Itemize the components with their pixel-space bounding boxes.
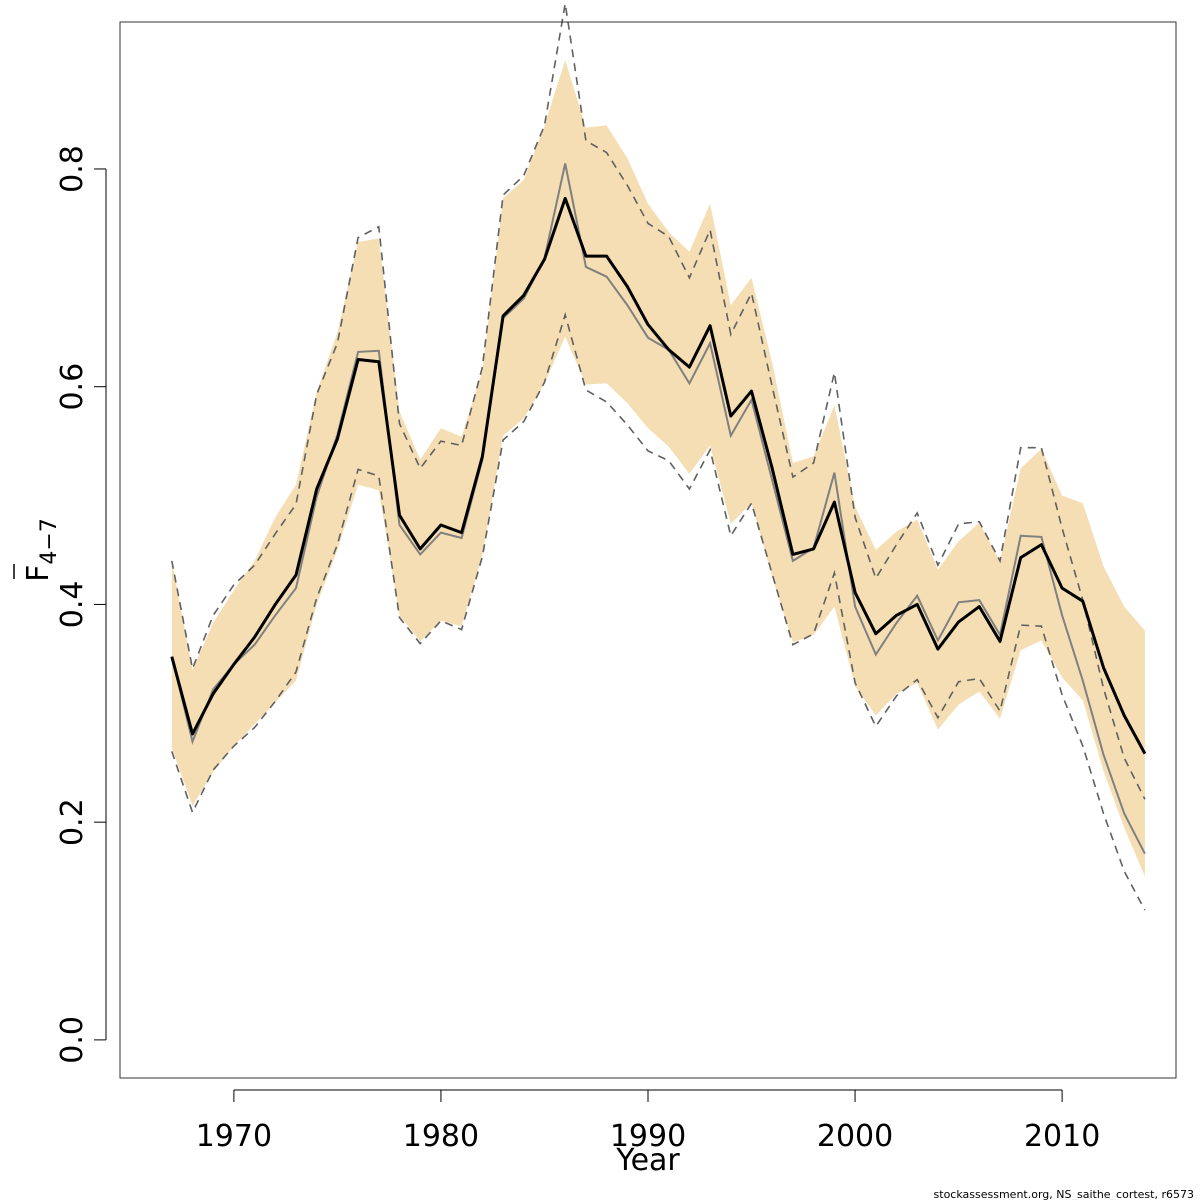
- plot-frame: [119, 21, 1177, 1079]
- plot-area: [170, 3, 1147, 911]
- y-tick-label: 0.0: [55, 1016, 90, 1064]
- x-tick-label: 2010: [1024, 1119, 1100, 1154]
- x-axis: 1970 1980 1990 2000 2010: [196, 1089, 1100, 1154]
- x-axis-title: Year: [615, 1143, 680, 1178]
- credit-text: stockassessment.org, NS_saithe_cortest, …: [934, 1188, 1194, 1200]
- confidence-band: [171, 60, 1145, 877]
- x-tick-label: 1980: [403, 1119, 479, 1154]
- estimate-line: [170, 196, 1147, 755]
- x-tick-label: 1990: [610, 1119, 686, 1154]
- y-axis: 0.0 0.2 0.4 0.6 0.8: [55, 145, 107, 1064]
- y-tick-label: 0.6: [55, 363, 90, 411]
- comparison-ci-upper-line: [171, 3, 1146, 800]
- y-tick-label: 0.4: [55, 581, 90, 629]
- y-tick-label: 0.8: [55, 145, 90, 193]
- y-tick-label: 0.2: [55, 798, 90, 846]
- x-tick-label: 2000: [817, 1119, 893, 1154]
- y-axis-title-base: F: [21, 565, 56, 582]
- x-tick-label: 1970: [196, 1119, 272, 1154]
- y-axis-title-subscript: 4−7: [37, 518, 62, 564]
- y-axis-title: F4−7: [21, 518, 62, 582]
- comparison-ci-lower-line: [171, 311, 1146, 911]
